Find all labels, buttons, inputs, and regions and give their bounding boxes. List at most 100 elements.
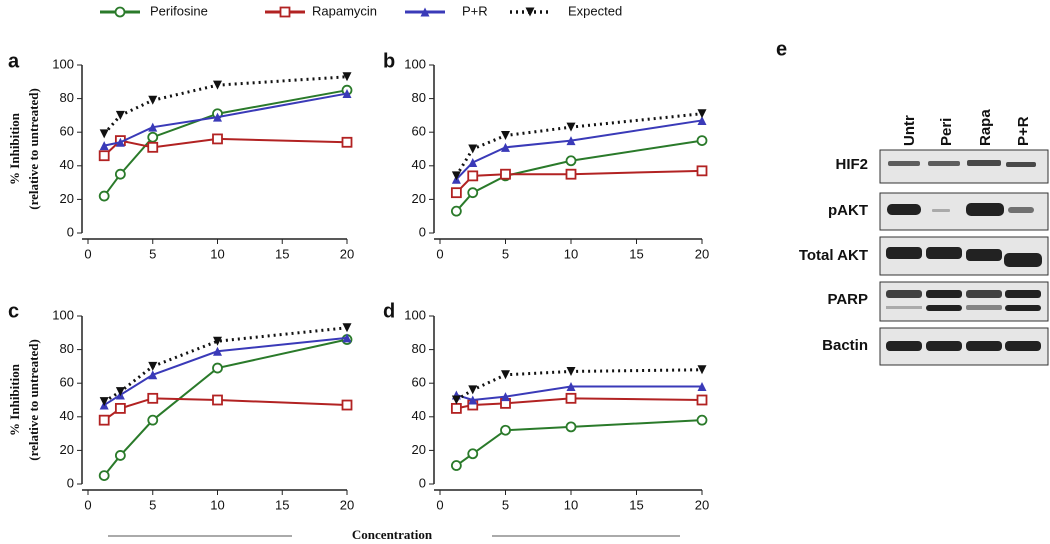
x-tick-label: 0 [436,497,443,512]
series-line [103,397,348,421]
y-tick-label: 0 [67,224,74,239]
marker [451,395,461,405]
marker [500,168,511,180]
marker [98,190,110,202]
x-tick-label: 15 [629,497,643,512]
row-label: Bactin [822,337,868,354]
x-tick-label: 20 [340,246,354,261]
series-line [103,338,348,477]
y-tick-label: 80 [60,90,74,105]
marker [148,122,158,132]
marker [697,109,707,119]
marker [566,136,576,146]
marker [697,115,707,125]
marker [566,122,576,132]
marker [213,346,222,356]
y-tick-label: 100 [52,307,74,322]
marker [450,187,462,199]
marker [696,394,708,406]
marker [147,414,159,426]
marker [98,150,110,162]
marker [467,187,479,199]
marker [213,336,222,346]
legend-label: Expected [568,3,622,18]
lane-label: Peri [938,118,955,146]
marker [451,171,461,181]
marker [565,421,577,433]
marker [467,170,479,182]
series-line [103,89,348,197]
x-tick-label: 15 [275,246,289,261]
blot-panel: e Untr Peri Rapa P+R HIF2 pAKT Total AKT… [776,38,1049,366]
row-label: Total AKT [799,247,868,264]
marker [114,168,126,180]
y-tick-label: 40 [412,408,426,423]
marker [342,333,352,343]
series-line [103,326,348,403]
y-tick-label: 20 [60,442,74,457]
marker [341,136,353,148]
marker [148,95,158,105]
row-label: HIF2 [835,156,868,173]
marker [147,131,159,143]
series-line [456,397,703,410]
marker [468,157,478,167]
x-tick-label: 15 [629,246,643,261]
series-line [103,137,348,157]
marker [115,110,125,120]
marker [565,155,577,167]
marker [147,392,159,404]
marker [212,133,223,145]
series-line [455,112,703,177]
marker [501,131,510,141]
x-tick-label: 10 [564,246,578,261]
y-tick-label: 60 [60,124,74,139]
row-label: PARP [827,291,868,308]
blot-bands [886,160,1042,351]
legend-marker [525,7,535,17]
x-tick-label: 15 [275,497,289,512]
marker [468,395,478,405]
x-tick-label: 20 [695,497,709,512]
marker [148,370,158,380]
panel-label: e [776,38,787,60]
y-axis-label: (relative to untreated) [26,88,41,210]
x-tick-label: 0 [84,497,91,512]
legend-marker [114,6,126,18]
marker [148,361,158,371]
marker [341,399,353,411]
y-tick-label: 0 [419,224,426,239]
marker [98,414,110,426]
marker [98,470,110,482]
series-line [455,119,703,180]
marker [342,89,352,99]
marker [342,323,352,333]
row-label: pAKT [828,202,868,219]
series-line [103,75,348,135]
panel-label: c [8,300,19,322]
marker [696,165,708,177]
x-tick-label: 5 [502,246,509,261]
y-tick-label: 20 [412,191,426,206]
marker [565,392,577,404]
y-tick-label: 0 [67,475,74,490]
marker [450,205,462,217]
marker [696,135,708,147]
marker [468,144,478,154]
marker [213,112,222,122]
marker [501,392,510,402]
marker [450,402,462,414]
legend-marker [279,6,291,18]
x-tick-label: 0 [84,246,91,261]
marker [450,460,462,471]
marker [342,72,352,82]
x-tick-label: 10 [564,497,578,512]
panel-label: d [383,300,395,322]
x-tick-label: 20 [695,246,709,261]
marker [99,141,109,151]
x-tick-label: 20 [340,497,354,512]
marker [213,80,222,90]
y-tick-label: 0 [419,475,426,490]
marker [697,365,707,375]
